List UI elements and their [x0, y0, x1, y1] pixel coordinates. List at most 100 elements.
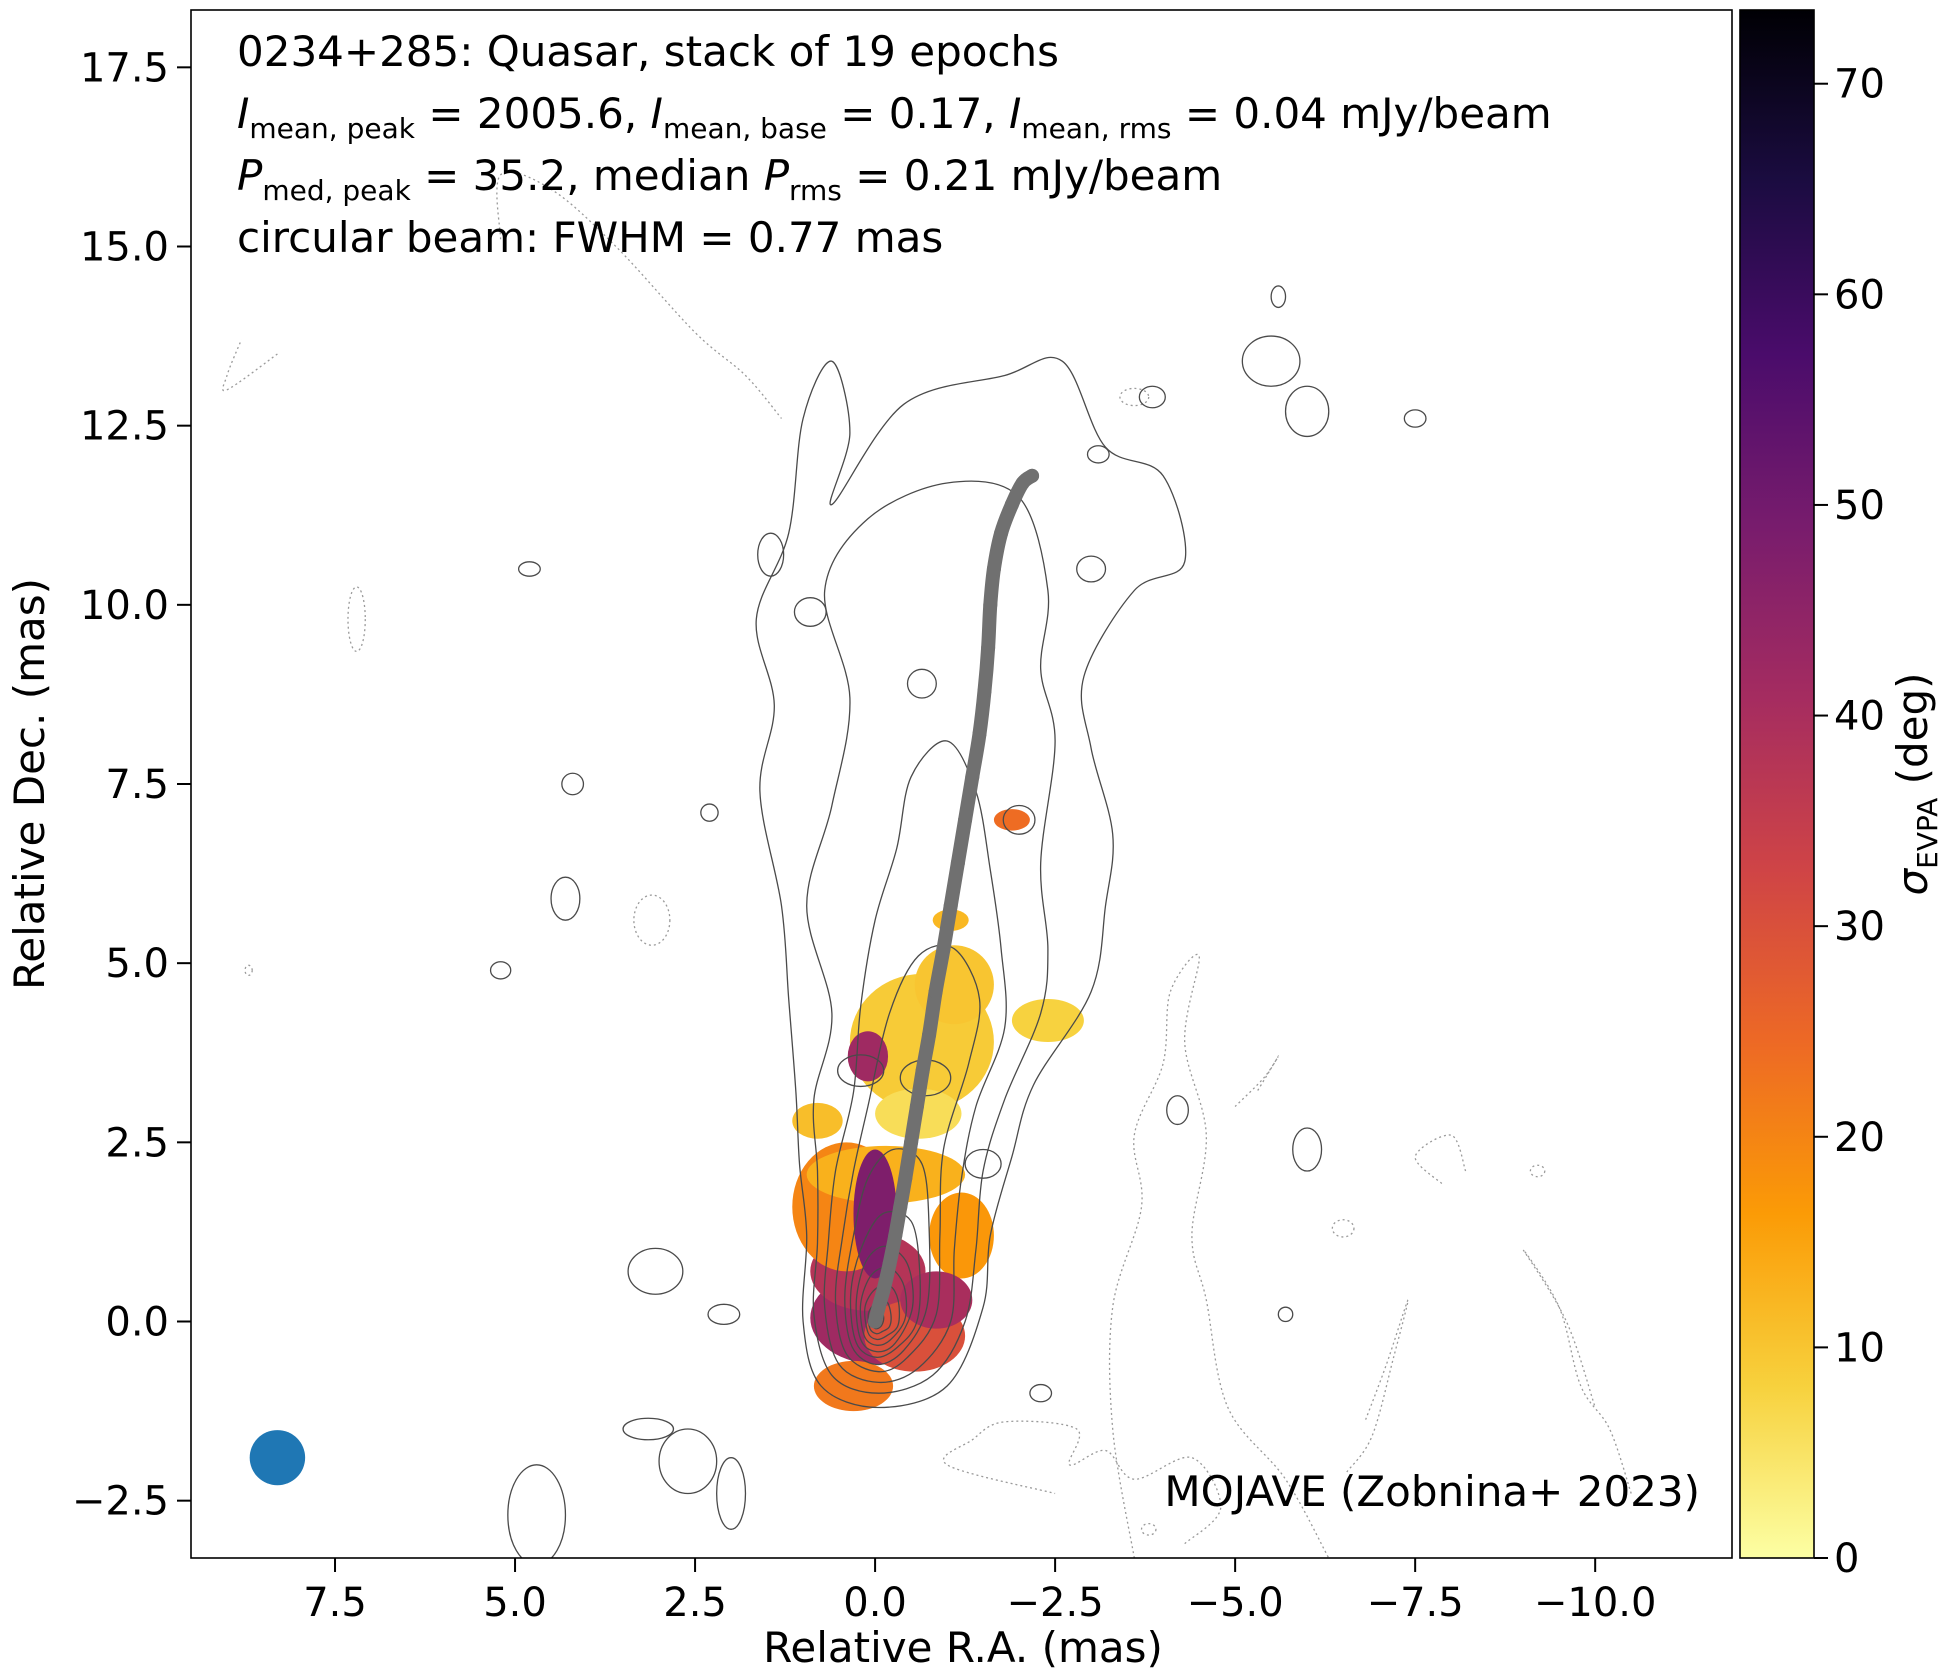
x-axis-label: Relative R.A. (mas) — [763, 1623, 1163, 1672]
plot-annotation: 0234+285: Quasar, stack of 19 epochs Imea… — [237, 27, 1552, 262]
annotation-symbol: I — [1009, 89, 1021, 138]
y-axis-ticks: −2.5 0.0 2.5 5.0 7.5 10.0 12.5 15.0 17.5 — [72, 45, 191, 1525]
ridgeline-point — [943, 898, 958, 913]
negative-contour — [1346, 1299, 1409, 1473]
intensity-contour-island — [517, 561, 541, 577]
ridgeline-point — [994, 526, 1009, 541]
x-tick-label: 2.5 — [663, 1580, 727, 1626]
ridgeline-point — [871, 1300, 886, 1315]
annotation-line: 0234+285: Quasar, stack of 19 epochs — [237, 27, 1059, 76]
ridgeline-point — [915, 1063, 930, 1078]
colorbar-tick-label: 20 — [1834, 1115, 1885, 1161]
beam-ellipse — [249, 1430, 306, 1486]
x-tick-label: 0.0 — [843, 1580, 907, 1626]
intensity-contour-island — [627, 1247, 684, 1295]
intensity-contour-island — [1138, 385, 1166, 409]
evpa-pixel-region — [900, 1271, 973, 1329]
ridgeline-point — [958, 812, 973, 827]
y-tick-label: 12.5 — [80, 404, 169, 450]
negative-contours — [222, 171, 1632, 1558]
x-axis-ticks: 7.5 5.0 2.5 0.0 −2.5 −5.0 −7.5 −10.0 — [303, 1558, 1656, 1626]
ridgeline-point — [972, 726, 987, 741]
ridgeline-point — [950, 855, 965, 870]
negative-contour-blob — [244, 964, 253, 976]
annotation-symbol: P — [764, 151, 790, 200]
annotation-subscript: mean, base — [663, 112, 827, 145]
y-tick-label: 0.0 — [105, 1300, 169, 1346]
negative-contour-blob — [1140, 1522, 1157, 1536]
annotation-subscript: mean, rms — [1021, 112, 1171, 145]
intensity-contour — [755, 356, 1187, 1409]
intensity-contour-island — [964, 1148, 1002, 1179]
annotation-text: = 0.17, — [827, 89, 1009, 138]
negative-contour — [496, 171, 782, 419]
colorbar-label: σEVPA (deg) — [1888, 672, 1944, 895]
negative-contour-blob — [347, 586, 366, 653]
intensity-contour — [855, 1245, 914, 1353]
ridgeline-point — [904, 1135, 919, 1150]
annotation-text: = 0.04 mJy/beam — [1171, 89, 1551, 138]
negative-contour-blob — [633, 894, 671, 946]
intensity-contour-island — [1241, 335, 1301, 387]
ridgeline-point — [983, 597, 998, 612]
x-tick-label: −2.5 — [1007, 1580, 1104, 1626]
ridgeline-point — [888, 1228, 903, 1243]
intensity-contour-island — [836, 1054, 885, 1088]
y-tick-label: 7.5 — [105, 762, 169, 808]
jet-ridgeline — [868, 468, 1040, 1329]
colorbar-tick-label: 30 — [1834, 904, 1885, 950]
x-tick-label: 5.0 — [483, 1580, 547, 1626]
ridgeline-point — [928, 984, 943, 999]
intensity-contour-island — [716, 1457, 747, 1530]
negative-contour-blob — [1529, 1164, 1546, 1178]
ridgeline-point — [981, 640, 996, 655]
intensity-contour-island — [1277, 1306, 1294, 1323]
evpa-pixel-region — [1011, 999, 1084, 1042]
annotation-subscript: rms — [789, 174, 842, 207]
ridgeline-point — [965, 769, 980, 784]
intensity-contour-island — [489, 961, 512, 980]
ridgeline-point — [893, 1199, 908, 1214]
annotation-symbol: I — [237, 89, 249, 138]
intensity-contour-island — [550, 876, 581, 921]
colorbar-ticks: 0 10 20 30 40 50 60 70 — [1814, 62, 1885, 1582]
annotation-symbol: I — [651, 89, 663, 138]
negative-contour — [943, 1420, 1222, 1545]
colorbar — [1739, 9, 1815, 1559]
intensity-contour-island — [1284, 385, 1330, 438]
evpa-pixel-region — [813, 1360, 894, 1412]
evpa-pixel-region — [993, 809, 1030, 831]
intensity-contour-island — [1270, 285, 1287, 309]
y-tick-label: −2.5 — [72, 1479, 169, 1525]
negative-contour — [1234, 1055, 1279, 1107]
colorbar-label-unit: (deg) — [1888, 672, 1937, 797]
ridgeline-point — [909, 1099, 924, 1114]
intensity-contour-island — [1292, 1127, 1323, 1172]
ridgeline-point — [898, 1171, 913, 1186]
intensity-contour-island — [1166, 1095, 1189, 1126]
annotation-text: = 35.2, median — [411, 151, 764, 200]
y-tick-label: 5.0 — [105, 941, 169, 987]
negative-contour — [222, 339, 278, 392]
evpa-pixel-region — [792, 1102, 843, 1139]
intensity-contour-island — [707, 1303, 741, 1326]
ridgeline-point — [1025, 468, 1040, 483]
intensity-contour-island — [1076, 555, 1107, 583]
colorbar-tick-label: 60 — [1834, 272, 1885, 318]
x-tick-label: −10.0 — [1534, 1580, 1657, 1626]
intensity-contour-island — [1086, 445, 1110, 464]
intensity-contour — [844, 1148, 931, 1366]
annotation-text: = 2005.6, — [415, 89, 651, 138]
y-tick-label: 10.0 — [80, 583, 169, 629]
y-axis-label: Relative Dec. (mas) — [5, 578, 54, 990]
negative-contour-blob — [1331, 1219, 1355, 1238]
intensity-contour — [823, 740, 1007, 1384]
ridgeline-point — [882, 1257, 897, 1272]
ridgeline-point — [1004, 497, 1019, 512]
annotation-line: Imean, peak = 2005.6, Imean, base = 0.17… — [237, 89, 1552, 145]
ridgeline-point — [868, 1314, 883, 1329]
plot-area — [222, 171, 1632, 1558]
annotation-text: = 0.21 mJy/beam — [842, 151, 1222, 200]
intensity-contour-island — [1403, 409, 1427, 428]
intensity-contour-island — [507, 1464, 567, 1558]
